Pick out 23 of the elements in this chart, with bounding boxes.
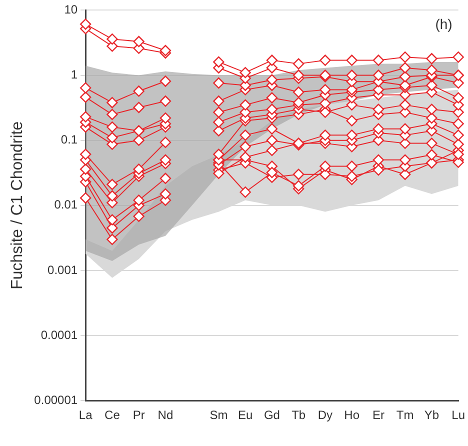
- x-tick-label: Sm: [210, 408, 228, 422]
- y-tick-label: 10: [64, 2, 78, 17]
- y-tick-label: 1: [70, 68, 78, 82]
- x-tick-label: Dy: [318, 408, 333, 422]
- x-tick-label: Tm: [396, 408, 414, 422]
- x-tick-label: Lu: [452, 408, 466, 422]
- y-tick-label: 0.00001: [34, 392, 78, 407]
- y-tick-label: 0.1: [60, 132, 78, 147]
- annotation: (h): [435, 16, 452, 32]
- x-tick-label: Ce: [104, 408, 120, 422]
- x-tick-label: Eu: [238, 408, 253, 422]
- x-tick-label: La: [78, 408, 93, 422]
- x-tick-label: Yb: [424, 408, 440, 422]
- x-tick-label: Er: [372, 408, 384, 422]
- y-axis-title: Fuchsite / C1 Chondrite: [9, 121, 26, 290]
- y-tick-label: 0.001: [48, 262, 78, 277]
- x-tick-label: Ho: [344, 408, 360, 422]
- x-tick-label: Nd: [158, 408, 174, 422]
- y-tick-label: 0.01: [54, 198, 78, 212]
- x-tick-label: Pr: [132, 408, 145, 422]
- x-tick-label: Tb: [292, 408, 306, 422]
- y-tick-label: 0.0001: [40, 328, 78, 342]
- x-tick-label: Gd: [264, 408, 280, 422]
